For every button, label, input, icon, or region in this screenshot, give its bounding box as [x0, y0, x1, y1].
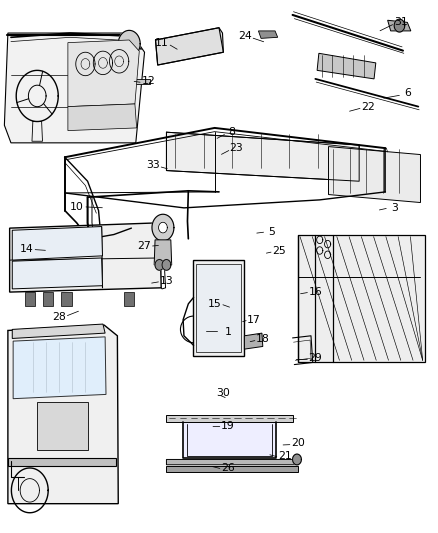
- Polygon shape: [154, 240, 172, 265]
- Polygon shape: [166, 466, 298, 472]
- Text: 13: 13: [159, 277, 173, 286]
- Text: 14: 14: [19, 245, 33, 254]
- Polygon shape: [12, 227, 102, 260]
- Polygon shape: [8, 325, 118, 504]
- Text: 20: 20: [291, 439, 305, 448]
- Text: 6: 6: [404, 88, 411, 98]
- Polygon shape: [196, 264, 241, 352]
- Polygon shape: [258, 31, 278, 38]
- Polygon shape: [155, 260, 164, 270]
- Text: 3: 3: [391, 203, 398, 213]
- Polygon shape: [193, 260, 244, 356]
- Polygon shape: [68, 104, 137, 131]
- Text: 15: 15: [208, 299, 222, 309]
- Polygon shape: [298, 235, 425, 362]
- Text: 25: 25: [272, 246, 286, 255]
- Polygon shape: [244, 333, 263, 349]
- Polygon shape: [13, 337, 106, 399]
- Polygon shape: [162, 260, 171, 270]
- Polygon shape: [152, 214, 174, 241]
- Text: 28: 28: [52, 312, 66, 321]
- Text: 17: 17: [247, 315, 261, 325]
- Polygon shape: [388, 20, 411, 31]
- Polygon shape: [166, 415, 293, 422]
- Polygon shape: [293, 454, 301, 465]
- Text: 18: 18: [256, 334, 270, 344]
- Polygon shape: [134, 79, 150, 84]
- Polygon shape: [43, 292, 53, 306]
- Polygon shape: [159, 222, 167, 233]
- Polygon shape: [68, 40, 139, 107]
- Polygon shape: [4, 33, 145, 143]
- Polygon shape: [25, 292, 35, 306]
- Polygon shape: [166, 459, 299, 465]
- Text: 33: 33: [146, 160, 160, 170]
- Text: 21: 21: [278, 451, 292, 461]
- Text: 16: 16: [308, 287, 322, 297]
- Text: 5: 5: [268, 227, 275, 237]
- Polygon shape: [328, 147, 420, 203]
- Polygon shape: [61, 292, 72, 306]
- Polygon shape: [37, 402, 88, 450]
- Polygon shape: [12, 258, 102, 289]
- Text: 22: 22: [361, 102, 375, 111]
- Text: 11: 11: [155, 38, 169, 47]
- Text: 26: 26: [221, 463, 235, 473]
- Text: 8: 8: [229, 127, 236, 137]
- Text: 10: 10: [70, 202, 84, 212]
- Text: 12: 12: [142, 76, 156, 86]
- Text: 19: 19: [221, 422, 235, 431]
- Polygon shape: [10, 223, 161, 292]
- Polygon shape: [8, 458, 116, 466]
- Polygon shape: [166, 132, 359, 181]
- Polygon shape: [124, 292, 134, 306]
- Polygon shape: [317, 53, 376, 79]
- Text: 27: 27: [138, 241, 152, 251]
- Text: 1: 1: [224, 327, 231, 336]
- Text: 29: 29: [308, 353, 322, 363]
- Polygon shape: [12, 324, 105, 338]
- Polygon shape: [394, 19, 405, 32]
- Polygon shape: [184, 423, 275, 457]
- Text: 31: 31: [394, 18, 408, 27]
- Polygon shape: [155, 28, 223, 65]
- Polygon shape: [118, 30, 140, 57]
- Text: 30: 30: [216, 389, 230, 398]
- Text: 23: 23: [230, 143, 244, 153]
- Text: 24: 24: [238, 31, 252, 41]
